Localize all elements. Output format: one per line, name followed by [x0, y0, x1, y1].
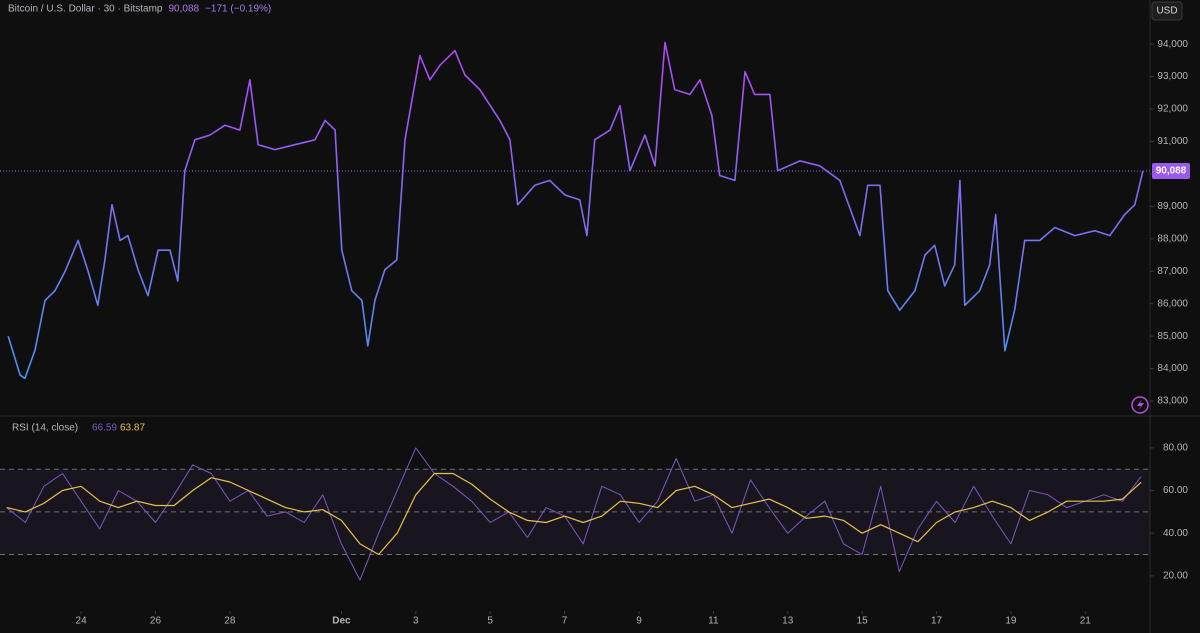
- x-tick-label: 15: [857, 616, 869, 627]
- y-tick-label: 86,000: [1157, 298, 1188, 309]
- y-tick-label: 20.00: [1163, 571, 1188, 582]
- y-tick-label: 60.00: [1163, 485, 1188, 496]
- x-tick-label: 26: [150, 616, 162, 627]
- last-price-label: 90,088: [1156, 166, 1187, 177]
- x-tick-label: 13: [782, 616, 794, 627]
- y-tick-label: 80.00: [1163, 443, 1188, 454]
- currency-button[interactable]: [1151, 1, 1183, 21]
- rsi-title: RSI (14, close): [12, 423, 78, 434]
- x-tick-label: 3: [413, 616, 419, 627]
- y-tick-label: 85,000: [1157, 331, 1188, 342]
- x-tick-label: 17: [931, 616, 943, 627]
- rsi-ma-value: 63.87: [120, 423, 145, 434]
- header-change: −171 (−0.19%): [205, 4, 271, 15]
- series-line: [6, 472, 1142, 556]
- y-tick-label: 88,000: [1157, 233, 1188, 244]
- y-tick-label: 92,000: [1157, 104, 1188, 115]
- x-tick-label: 19: [1005, 616, 1017, 627]
- x-tick-label: 9: [636, 616, 642, 627]
- x-tick-label: Dec: [332, 616, 351, 627]
- rsi-value: 66.59: [92, 423, 117, 434]
- y-tick-label: 83,000: [1157, 396, 1188, 407]
- x-tick-label: 5: [487, 616, 493, 627]
- y-tick-label: 84,000: [1157, 363, 1188, 374]
- plot: 83,000 84,000 85,000 86,000 87,000 88,000 89,0…: [0, 39, 1190, 627]
- y-tick-label: 89,000: [1157, 201, 1188, 212]
- symbol: Bitcoin / U.S. Dollar · 30 · Bitstamp: [8, 4, 163, 15]
- x-tick-label: 11: [708, 616, 719, 627]
- x-tick-label: 21: [1080, 616, 1092, 627]
- y-tick-label: 93,000: [1157, 71, 1188, 82]
- alert-icon[interactable]: [1131, 396, 1149, 414]
- last-price-box: [1152, 163, 1190, 180]
- header-price: 90,088: [169, 4, 200, 15]
- x-tick-label: 24: [76, 616, 88, 627]
- series-line: [6, 447, 1142, 581]
- series-line: [7, 41, 1144, 380]
- y-tick-label: 40.00: [1163, 528, 1188, 539]
- y-tick-label: 91,000: [1157, 136, 1188, 147]
- x-tick-label: 28: [224, 616, 236, 627]
- y-tick-label: 94,000: [1157, 39, 1188, 50]
- currency[interactable]: USD: [1156, 6, 1177, 17]
- x-tick-label: 7: [562, 616, 568, 627]
- y-tick-label: 87,000: [1157, 266, 1188, 277]
